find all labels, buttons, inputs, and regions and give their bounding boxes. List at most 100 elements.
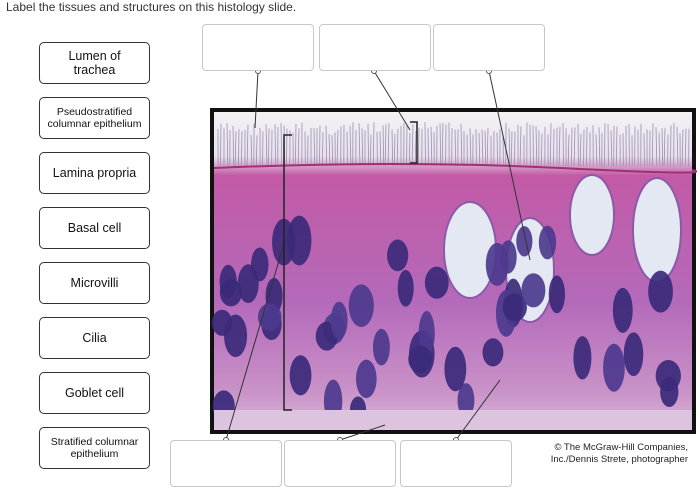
cilium — [265, 124, 268, 167]
cilium — [655, 127, 658, 167]
cilium — [372, 122, 375, 167]
nucleus — [408, 345, 432, 374]
cilium — [411, 124, 414, 167]
leader-line — [254, 70, 259, 129]
cilium — [604, 123, 606, 167]
drop-zone[interactable] — [400, 440, 512, 487]
basement-layer — [214, 410, 692, 430]
cilium — [250, 135, 253, 167]
cilium — [540, 133, 543, 167]
drop-zone[interactable] — [284, 440, 396, 487]
cilium — [393, 133, 396, 167]
cilium — [441, 123, 444, 167]
nucleus — [418, 310, 435, 356]
cilium — [384, 124, 387, 167]
drop-zone[interactable] — [202, 24, 314, 71]
cilium — [481, 129, 484, 167]
nucleus — [612, 287, 633, 333]
cilium — [670, 125, 672, 167]
cilium — [313, 128, 316, 167]
goblet-cell — [569, 174, 615, 256]
nucleus — [348, 284, 374, 327]
label-option[interactable]: Lamina propria — [39, 152, 150, 194]
nucleus — [219, 264, 237, 299]
cilium — [268, 128, 270, 167]
cilium — [328, 134, 331, 167]
label-option[interactable]: Basal cell — [39, 207, 150, 249]
cilium — [684, 128, 687, 167]
photo-credit: © The McGraw-Hill Companies, Inc./Dennis… — [551, 442, 688, 466]
leader-line — [488, 70, 531, 261]
cilium — [658, 132, 661, 167]
cilium — [240, 131, 243, 167]
cilium — [325, 125, 327, 167]
nucleus — [521, 273, 546, 308]
cilium — [226, 123, 229, 167]
cilium — [280, 123, 283, 167]
cilium — [571, 127, 573, 167]
cilium — [408, 133, 411, 167]
nucleus — [289, 355, 312, 396]
nucleus — [356, 359, 377, 399]
cilium — [610, 130, 613, 167]
goblet-cell — [632, 177, 682, 283]
nucleus — [516, 226, 533, 257]
cilium — [232, 125, 234, 167]
cilium — [439, 123, 442, 167]
nucleus — [397, 269, 414, 307]
goblet-cell — [443, 201, 497, 299]
nucleus — [387, 239, 409, 272]
cilium — [321, 132, 324, 167]
label-option[interactable]: Goblet cell — [39, 372, 150, 414]
nucleus — [482, 338, 504, 367]
cilium — [286, 128, 288, 167]
cilium — [361, 128, 364, 167]
nucleus — [485, 242, 509, 286]
drop-zone[interactable] — [319, 24, 431, 71]
nucleus — [330, 301, 348, 340]
cilium — [297, 128, 300, 167]
cilium — [567, 134, 570, 167]
nucleus — [538, 225, 557, 260]
cilium — [510, 131, 513, 167]
nucleus — [444, 346, 467, 392]
cilium — [391, 129, 394, 167]
cilium — [238, 128, 240, 167]
drop-zone[interactable] — [170, 440, 282, 487]
apical-border — [213, 163, 698, 174]
cilium — [558, 126, 561, 167]
nucleus — [257, 303, 282, 331]
label-option[interactable]: Lumen of trachea — [39, 42, 150, 84]
label-option[interactable]: Stratified columnar epithelium — [39, 427, 150, 469]
nucleus — [251, 247, 269, 282]
cilium — [454, 129, 457, 167]
slide-image — [211, 112, 698, 430]
leader-line — [373, 70, 411, 131]
credit-line: © The McGraw-Hill Companies, — [554, 442, 688, 453]
cilium — [358, 123, 361, 167]
leader-line — [225, 239, 286, 441]
cilium — [579, 133, 582, 167]
cilium — [661, 128, 664, 167]
cilium — [336, 129, 339, 167]
cilium — [430, 126, 433, 167]
cilium — [246, 124, 249, 167]
cilium — [496, 132, 498, 167]
cilium — [349, 125, 352, 167]
cilium — [508, 128, 511, 167]
cilium — [414, 130, 417, 167]
label-option[interactable]: Pseudostratified columnar epithelium — [39, 97, 150, 139]
label-option[interactable]: Cilia — [39, 317, 150, 359]
nucleus — [457, 383, 475, 418]
cilium — [513, 131, 516, 167]
drop-zone[interactable] — [433, 24, 545, 71]
cilium — [460, 123, 463, 167]
label-option[interactable]: Microvilli — [39, 262, 150, 304]
cilium — [535, 126, 538, 167]
nucleus — [623, 332, 644, 377]
cilium — [478, 133, 481, 167]
nucleus — [603, 343, 625, 392]
nucleus — [502, 293, 527, 322]
cilium — [396, 128, 399, 167]
